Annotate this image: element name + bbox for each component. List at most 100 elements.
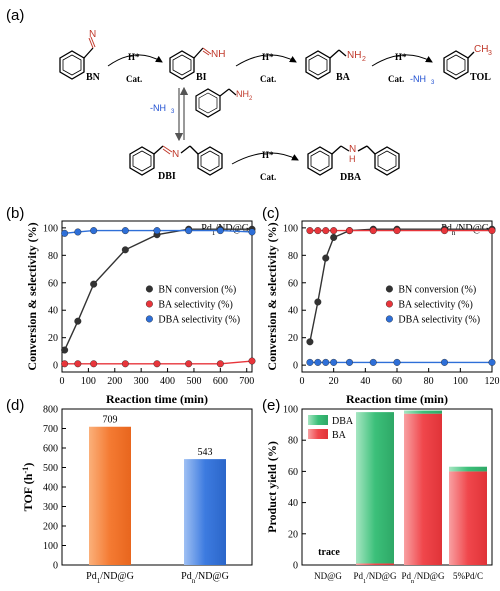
y-tick-label-d-3: 300 [43, 502, 58, 513]
data-point-c-2-2 [322, 358, 330, 366]
data-point-b-2-6 [216, 227, 224, 235]
bi-nh: NH [211, 49, 225, 60]
step3-nh3-sub: 3 [431, 80, 435, 86]
molecule-ba: NH 2 BA [305, 49, 366, 83]
legend-marker-b-0 [145, 285, 153, 293]
data-point-c-0-0 [306, 338, 314, 346]
dbi-n: N [172, 149, 179, 160]
chart-d: 0 100 200 300 400 500 600 700 800 TOF (h-1) 709 Pd1… [21, 405, 253, 585]
bn-nitrile-n: N [89, 29, 96, 40]
legend-marker-b-2 [145, 315, 153, 323]
legend-marker-b-1 [145, 300, 153, 308]
data-point-b-0-2 [90, 280, 98, 288]
x-category-label-e-1: Pd1/ND@G [354, 571, 397, 585]
molecule-tol: CH 3 TOL [443, 44, 492, 83]
data-point-b-2-1 [74, 228, 82, 236]
plot-frame-e [301, 408, 493, 566]
data-point-c-2-3 [330, 358, 338, 366]
data-point-b-1-7 [248, 357, 256, 365]
molecule-reagent-ba: NH 2 [195, 88, 253, 118]
y-tick-label-d-1: 100 [43, 541, 58, 552]
step4-cat: Cat. [260, 172, 276, 182]
y-tick-label-c-5: 100 [283, 223, 298, 234]
chart-title-b: Pd1/ND@G [201, 223, 249, 237]
data-point-c-1-8 [488, 227, 496, 235]
data-point-c-1-4 [346, 227, 354, 235]
step1-cat: Cat. [126, 74, 142, 84]
x-tick-label-c-1: 20 [329, 376, 339, 387]
x-tick-label-c-2: 40 [360, 376, 370, 387]
x-axis-label-b: Reaction time (min) [106, 392, 208, 406]
chart-c: 0 20 40 60 80 100 120 0 20 40 60 80 100 Reaction time… [265, 220, 500, 406]
data-point-c-0-2 [322, 254, 330, 262]
y-tick-label-b-1: 20 [48, 333, 58, 344]
legend-marker-c-1 [385, 300, 393, 308]
y-axis-label-b: Conversion & selectivity (%) [25, 222, 39, 370]
data-point-c-1-7 [441, 227, 449, 235]
data-point-c-0-3 [330, 233, 338, 241]
step2-h: H* [262, 52, 274, 62]
data-point-c-2-5 [369, 358, 377, 366]
y-tick-label-d-5: 500 [43, 463, 58, 474]
data-point-b-0-3 [121, 246, 129, 254]
data-point-c-1-1 [314, 227, 322, 235]
x-tick-label-b-0: 0 [60, 376, 65, 387]
y-tick-label-d-6: 600 [43, 444, 58, 455]
y-axis-label-e: Product yield (%) [265, 441, 279, 533]
data-point-c-2-7 [441, 358, 449, 366]
data-point-b-1-4 [153, 360, 161, 368]
data-point-b-2-2 [90, 227, 98, 235]
ba-nh-sub: 2 [362, 56, 366, 63]
step4-h: H* [262, 150, 274, 160]
data-point-b-1-2 [90, 360, 98, 368]
x-category-label-e-0: ND@G [314, 571, 342, 581]
y-tick-label-b-3: 60 [48, 278, 58, 289]
molecule-bn: N BN [59, 29, 101, 83]
data-point-b-2-3 [121, 227, 129, 235]
data-point-c-2-6 [393, 358, 401, 366]
x-category-label-d-1: Pdn/ND@G [181, 571, 229, 585]
x-tick-label-b-7: 700 [239, 376, 254, 387]
x-tick-label-c-0: 0 [300, 376, 305, 387]
y-tick-label-e-3: 60 [288, 467, 298, 478]
panel-label-d: (d) [6, 397, 24, 414]
plot-frame-b [61, 220, 253, 373]
data-point-c-0-1 [314, 298, 322, 306]
x-tick-label-c-5: 100 [453, 376, 468, 387]
chart-b: 0 100 200 300 400 500 600 700 0 20 40 60 80 100 Reacti… [25, 220, 256, 406]
x-tick-label-c-6: 120 [485, 376, 500, 387]
y-tick-label-c-4: 80 [288, 251, 298, 262]
y-tick-label-c-1: 20 [288, 333, 298, 344]
step3-nh3: -NH [410, 74, 426, 84]
plot-frame-c [301, 220, 493, 373]
y-tick-label-e-5: 100 [283, 405, 298, 416]
y-tick-label-e-4: 80 [288, 436, 298, 447]
bar-e-3-1 [449, 466, 487, 472]
data-point-c-2-8 [488, 358, 496, 366]
data-point-b-1-0 [61, 360, 69, 368]
x-tick-label-b-5: 500 [186, 376, 201, 387]
y-tick-label-b-5: 100 [43, 223, 58, 234]
y-tick-label-d-0: 0 [53, 561, 58, 572]
data-point-c-1-0 [306, 227, 314, 235]
legend-swatch-e-1 [308, 429, 328, 439]
legend-label-c-1: BA selectivity (%) [398, 299, 472, 310]
step2-cat: Cat. [260, 74, 276, 84]
dba-h: H [349, 154, 356, 164]
y-tick-label-e-0: 0 [293, 561, 298, 572]
reaction-scheme: (a) N BN H* Cat. NH BI H* Cat. [6, 7, 492, 183]
y-tick-label-c-3: 60 [288, 278, 298, 289]
reagent-nh-sub: 2 [249, 96, 253, 102]
bar-d-0 [89, 426, 131, 565]
arrow-bi-ba [235, 54, 297, 67]
panel-label-b: (b) [6, 205, 24, 222]
y-tick-label-d-8: 800 [43, 405, 58, 416]
y-tick-label-c-2: 40 [288, 306, 298, 317]
panel-label-e: (e) [262, 397, 280, 414]
dba-label: DBA [340, 172, 362, 183]
step3-cat: Cat. [388, 74, 404, 84]
data-point-b-1-3 [121, 360, 129, 368]
data-point-b-1-5 [185, 360, 193, 368]
tol-ch-sub: 3 [488, 50, 492, 57]
y-tick-label-b-2: 40 [48, 306, 58, 317]
